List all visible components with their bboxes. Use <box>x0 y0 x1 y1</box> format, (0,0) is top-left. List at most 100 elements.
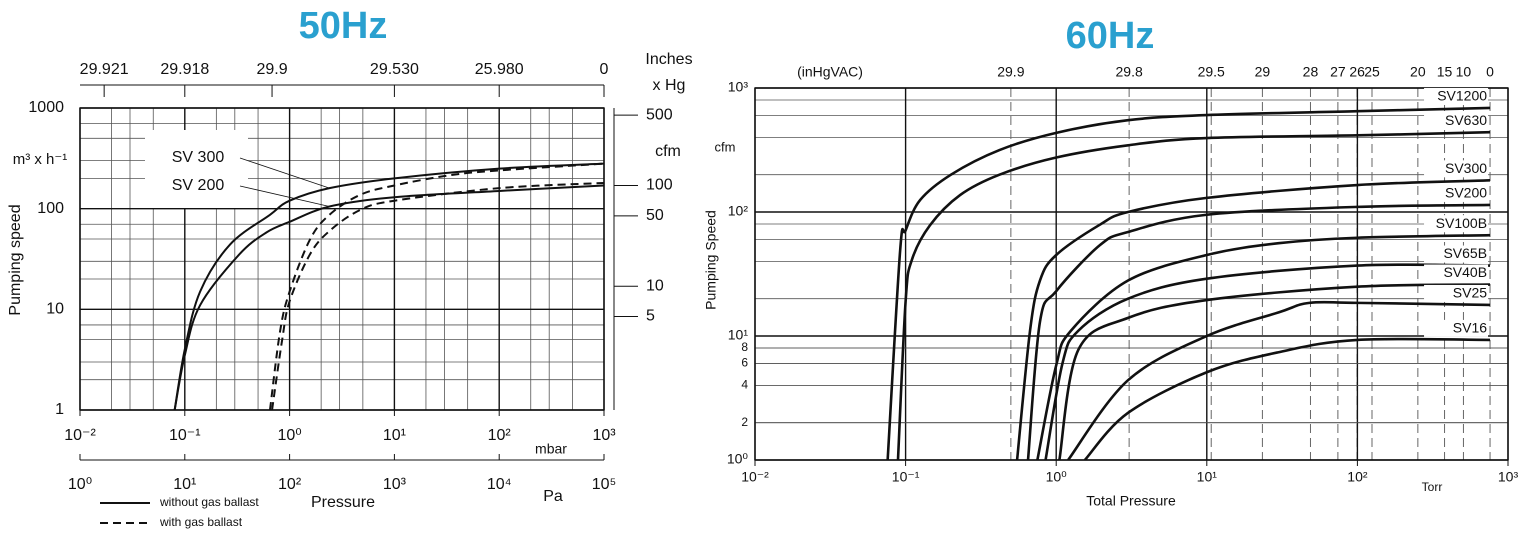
y-axis-label: Pumping speed <box>7 204 24 315</box>
y-tick-label: 10¹ <box>728 327 749 343</box>
x-tick-label: 10⁰ <box>1046 469 1068 485</box>
y-axis-label: Pumping Speed <box>703 210 719 310</box>
x-tick-label: 10¹ <box>1197 469 1218 485</box>
series-label: SV65B <box>1443 245 1487 261</box>
series-label: SV300 <box>1445 160 1487 176</box>
series-line <box>1036 233 1491 460</box>
y-tick-label: 1 <box>55 401 64 418</box>
top-tick-label: 29.530 <box>370 61 419 78</box>
y-tick-label: 100 <box>37 200 64 217</box>
y2-tick-label: 10 <box>646 277 664 294</box>
legend-label: with gas ballast <box>159 515 243 529</box>
series-line <box>886 106 1491 460</box>
top-tick-label: 20 <box>1410 64 1426 80</box>
pa-unit: Pa <box>543 488 563 505</box>
series-line <box>271 181 604 410</box>
pa-tick-label: 10⁰ <box>68 476 92 493</box>
chart-title: 50Hz <box>299 5 388 47</box>
series-label: SV100B <box>1436 215 1487 231</box>
y-tick-label: 6 <box>741 356 748 370</box>
series-label-bg <box>1424 87 1489 105</box>
top-tick-label: 10 <box>1456 64 1472 80</box>
y-tick-label: 8 <box>741 340 748 354</box>
series-line <box>1026 203 1491 460</box>
series-line <box>896 130 1491 460</box>
series-label-bg <box>1424 184 1489 202</box>
series-label-bg <box>1424 112 1489 130</box>
series-label: SV1200 <box>1437 88 1487 104</box>
leader-line <box>239 185 330 207</box>
series-label-bg <box>1424 319 1489 337</box>
x-axis-label: Total Pressure <box>1086 493 1176 509</box>
top-tick-label: 29.9 <box>997 64 1024 80</box>
y-unit: cfm <box>715 139 736 154</box>
series-label-bg <box>1424 160 1489 178</box>
x-axis-label: Pressure <box>311 494 375 511</box>
top-tick-label: 28 <box>1303 64 1319 80</box>
pa-tick-label: 10¹ <box>173 476 196 493</box>
pa-tick-label: 10⁵ <box>592 476 616 493</box>
top-tick-label: 29.8 <box>1116 64 1143 80</box>
pa-tick-label: 10⁴ <box>487 476 512 493</box>
series-line <box>1083 337 1491 460</box>
x-unit: Torr <box>1422 480 1443 494</box>
y2-tick-label: 500 <box>646 106 673 123</box>
top-tick-label: 29.918 <box>160 61 209 78</box>
x-tick-label: 10⁻² <box>64 427 96 444</box>
x-tick-label: 10⁻² <box>741 469 769 485</box>
chart-title: 60Hz <box>1066 15 1155 57</box>
y-tick-label: 10⁰ <box>727 451 749 467</box>
pa-tick-label: 10² <box>278 476 302 493</box>
x-tick-label: 10³ <box>592 427 616 444</box>
series-label-bg <box>1424 245 1489 263</box>
series-label: SV 200 <box>172 177 225 194</box>
x-tick-label: 10⁰ <box>277 427 301 444</box>
y2-axis-label: cfm <box>655 143 681 160</box>
series-label: SV200 <box>1445 185 1487 201</box>
series-label-bg <box>1424 215 1489 233</box>
series-line <box>1067 300 1491 460</box>
series-label-bg <box>1424 284 1489 302</box>
leader-line <box>239 157 330 189</box>
y-tick-label: 10³ <box>728 79 749 95</box>
y-tick-label: 2 <box>741 415 748 429</box>
pa-tick-label: 10³ <box>383 476 407 493</box>
y-unit: m³ x h⁻¹ <box>13 151 68 168</box>
top-tick-label: 27 <box>1330 64 1346 80</box>
top-tick-label: 29.5 <box>1198 64 1225 80</box>
series-label-bg <box>1424 264 1489 282</box>
x-tick-label: 10² <box>488 427 512 444</box>
x-tick-label: 10⁻¹ <box>169 427 201 444</box>
series-line <box>1015 179 1491 460</box>
top-tick-label: 26 <box>1349 64 1365 80</box>
series-label: SV40B <box>1443 264 1487 280</box>
chart-panel: 50Hz 29.921 29.918 29.9 29.530 25.980 0 Inches x… <box>7 5 692 529</box>
series-line <box>173 184 604 410</box>
x-tick-label: 10³ <box>1498 469 1519 485</box>
series-label: SV16 <box>1453 320 1487 336</box>
series-label: SV630 <box>1445 112 1487 128</box>
series-line <box>1044 263 1491 460</box>
y-tick-label: 10² <box>728 203 749 219</box>
x-tick-label: 10² <box>1347 469 1368 485</box>
x-tick-label: 10⁻¹ <box>892 469 920 485</box>
series-line <box>268 162 604 410</box>
series-label: SV 300 <box>172 149 225 166</box>
plot-frame <box>79 107 605 411</box>
top-axis-label: (inHgVAC) <box>797 64 863 80</box>
top-axis-label: Inches <box>645 51 692 68</box>
top-axis-label: x Hg <box>653 77 686 94</box>
series-label: SV25 <box>1453 285 1487 301</box>
y2-tick-label: 50 <box>646 207 664 224</box>
top-tick-label: 15 <box>1437 64 1453 80</box>
annotation-box <box>145 130 248 208</box>
top-tick-label: 29.9 <box>256 61 287 78</box>
y-tick-label: 10 <box>46 301 64 318</box>
y2-tick-label: 5 <box>646 308 655 325</box>
top-tick-label: 29.921 <box>80 61 129 78</box>
top-tick-label: 29 <box>1255 64 1271 80</box>
y-tick-label: 1000 <box>28 99 64 116</box>
